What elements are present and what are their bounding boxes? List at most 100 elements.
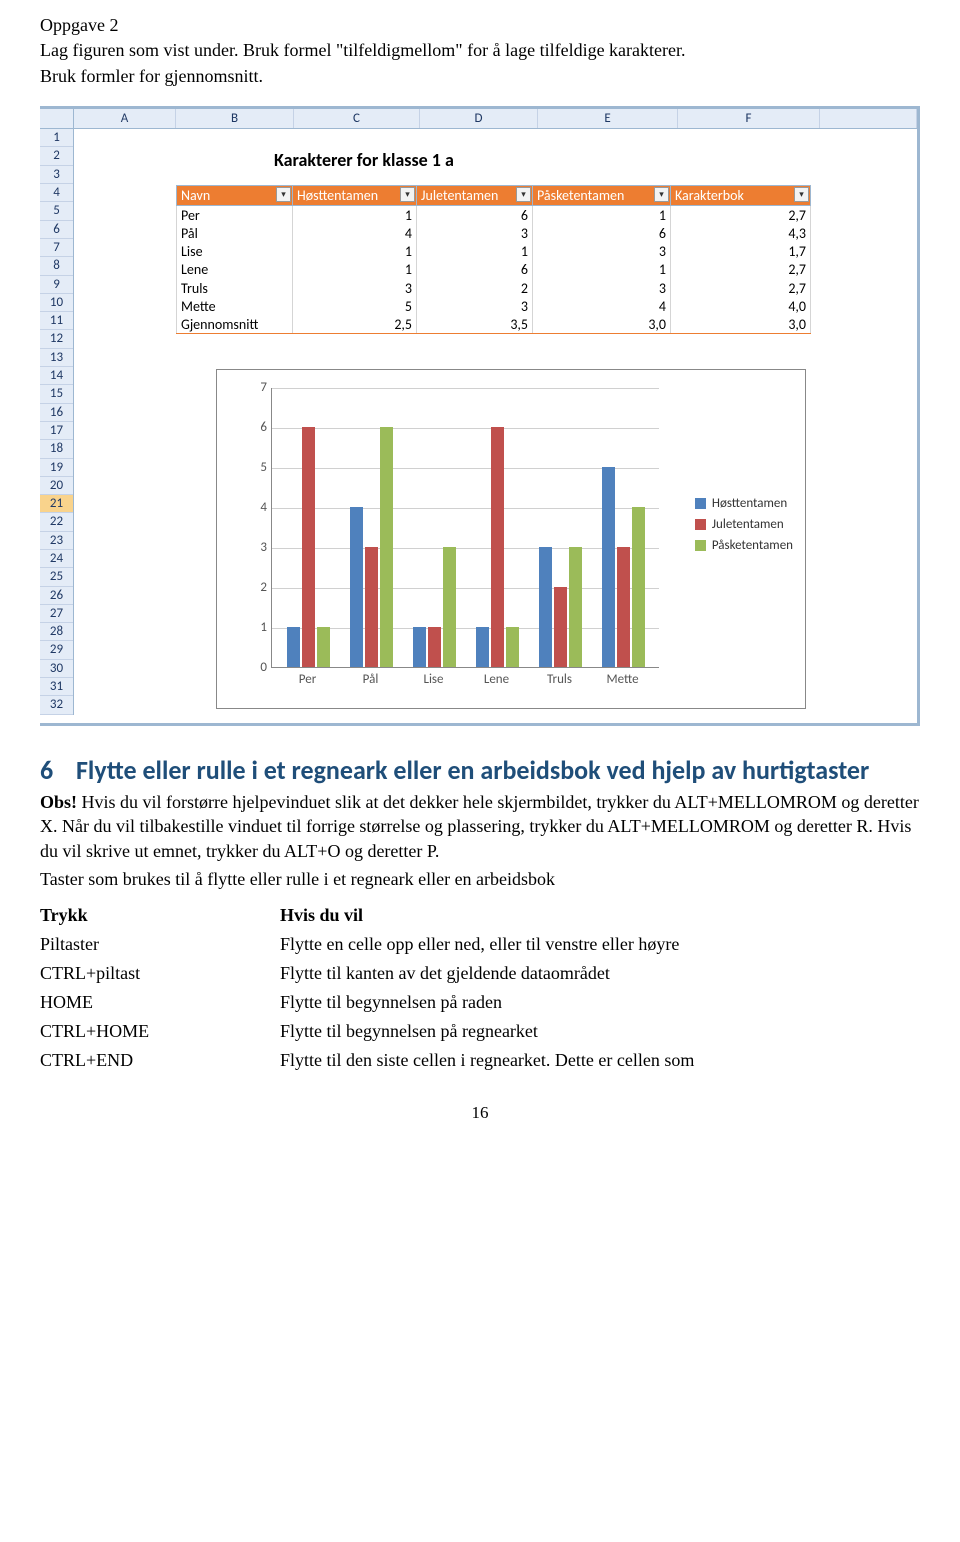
table-cell[interactable]: Mette	[177, 297, 293, 315]
table-cell[interactable]: Lene	[177, 261, 293, 279]
col-header-A[interactable]: A	[74, 109, 176, 128]
table-cell[interactable]: 1	[293, 242, 417, 260]
section-title: Flytte eller rulle i et regneark eller e…	[76, 754, 869, 786]
row-header-8[interactable]: 8	[40, 257, 73, 275]
row-header-19[interactable]: 19	[40, 459, 73, 477]
table-header[interactable]: Påsketentamen▾	[533, 186, 671, 206]
row-header-4[interactable]: 4	[40, 184, 73, 202]
obs-label: Obs!	[40, 792, 77, 812]
table-cell[interactable]: 4	[533, 297, 671, 315]
col-header-C[interactable]: C	[294, 109, 420, 128]
table-cell[interactable]: Pål	[177, 224, 293, 242]
col-header-D[interactable]: D	[420, 109, 538, 128]
table-header[interactable]: Karakterbok▾	[671, 186, 811, 206]
table-cell[interactable]: 3	[417, 224, 533, 242]
x-tick-label: Lene	[467, 672, 527, 687]
table-cell[interactable]: 6	[417, 206, 533, 224]
table-cell[interactable]: Truls	[177, 279, 293, 297]
row-header-15[interactable]: 15	[40, 385, 73, 403]
row-header-1[interactable]: 1	[40, 129, 73, 147]
row-header-30[interactable]: 30	[40, 660, 73, 678]
row-header-7[interactable]: 7	[40, 239, 73, 257]
table-header[interactable]: Høsttentamen▾	[293, 186, 417, 206]
table-cell[interactable]: 2,7	[671, 261, 811, 279]
bar	[317, 627, 330, 667]
select-all-corner[interactable]	[40, 109, 74, 129]
bar	[506, 627, 519, 667]
row-header-28[interactable]: 28	[40, 623, 73, 641]
row-header-21[interactable]: 21	[40, 495, 73, 513]
table-cell[interactable]: 1	[293, 206, 417, 224]
row-header-27[interactable]: 27	[40, 605, 73, 623]
filter-dropdown-icon[interactable]: ▾	[400, 187, 415, 202]
row-header-12[interactable]: 12	[40, 330, 73, 348]
gridline	[272, 428, 659, 429]
col-header-B[interactable]: B	[176, 109, 294, 128]
table-cell[interactable]: 6	[533, 224, 671, 242]
table-cell[interactable]: 1,7	[671, 242, 811, 260]
filter-dropdown-icon[interactable]: ▾	[516, 187, 531, 202]
section-6-body: Obs! Hvis du vil forstørre hjelpevinduet…	[40, 790, 920, 891]
table-cell[interactable]: 3	[533, 279, 671, 297]
table-cell[interactable]: 3	[533, 242, 671, 260]
intro-line-1: Lag figuren som vist under. Bruk formel …	[40, 39, 920, 62]
table-cell[interactable]: 6	[417, 261, 533, 279]
row-header-11[interactable]: 11	[40, 312, 73, 330]
table-cell[interactable]: 3,5	[417, 315, 533, 333]
row-header-9[interactable]: 9	[40, 276, 73, 294]
row-header-14[interactable]: 14	[40, 367, 73, 385]
row-header-5[interactable]: 5	[40, 202, 73, 220]
table-header[interactable]: Navn▾	[177, 186, 293, 206]
col-header-F[interactable]: F	[678, 109, 820, 128]
table-cell[interactable]: 2	[417, 279, 533, 297]
table-cell[interactable]: 3	[417, 297, 533, 315]
table-cell[interactable]: 2,7	[671, 279, 811, 297]
table-cell[interactable]: 2,7	[671, 206, 811, 224]
table-cell[interactable]: 3,0	[671, 315, 811, 333]
table-row: PiltasterFlytte en celle opp eller ned, …	[40, 930, 920, 959]
table-cell[interactable]: Per	[177, 206, 293, 224]
row-header-26[interactable]: 26	[40, 587, 73, 605]
filter-dropdown-icon[interactable]: ▾	[276, 187, 291, 202]
bar	[350, 507, 363, 667]
row-header-23[interactable]: 23	[40, 532, 73, 550]
table-cell[interactable]: Lise	[177, 242, 293, 260]
filter-dropdown-icon[interactable]: ▾	[794, 187, 809, 202]
filter-dropdown-icon[interactable]: ▾	[654, 187, 669, 202]
row-header-13[interactable]: 13	[40, 349, 73, 367]
table-cell[interactable]: 1	[293, 261, 417, 279]
row-header-22[interactable]: 22	[40, 513, 73, 531]
row-header-20[interactable]: 20	[40, 477, 73, 495]
table-header[interactable]: Juletentamen ▾	[417, 186, 533, 206]
row-header-32[interactable]: 32	[40, 696, 73, 714]
table-cell[interactable]: 1	[417, 242, 533, 260]
row-header-3[interactable]: 3	[40, 166, 73, 184]
row-header-6[interactable]: 6	[40, 221, 73, 239]
row-header-16[interactable]: 16	[40, 404, 73, 422]
table-cell[interactable]: 2,5	[293, 315, 417, 333]
table-cell[interactable]: Gjennomsnitt	[177, 315, 293, 333]
row-header-18[interactable]: 18	[40, 440, 73, 458]
table-cell[interactable]: 3,0	[533, 315, 671, 333]
row-header-29[interactable]: 29	[40, 641, 73, 659]
shortcut-key: CTRL+HOME	[40, 1017, 280, 1046]
shortcut-desc: Flytte til kanten av det gjeldende datao…	[280, 959, 920, 988]
table-cell[interactable]: 1	[533, 206, 671, 224]
table-cell[interactable]: 4,0	[671, 297, 811, 315]
table-cell[interactable]: 5	[293, 297, 417, 315]
row-header-24[interactable]: 24	[40, 550, 73, 568]
table-cell[interactable]: 3	[293, 279, 417, 297]
row-header-17[interactable]: 17	[40, 422, 73, 440]
bar	[443, 547, 456, 667]
col-header-E[interactable]: E	[538, 109, 678, 128]
row-header-25[interactable]: 25	[40, 568, 73, 586]
table-cell[interactable]: 4	[293, 224, 417, 242]
table-cell[interactable]: 1	[533, 261, 671, 279]
table-header-label: Juletentamen	[421, 187, 498, 204]
x-tick-label: Lise	[404, 672, 464, 687]
table-cell[interactable]: 4,3	[671, 224, 811, 242]
row-header-2[interactable]: 2	[40, 147, 73, 165]
row-header-31[interactable]: 31	[40, 678, 73, 696]
legend-swatch	[695, 540, 706, 551]
row-header-10[interactable]: 10	[40, 294, 73, 312]
